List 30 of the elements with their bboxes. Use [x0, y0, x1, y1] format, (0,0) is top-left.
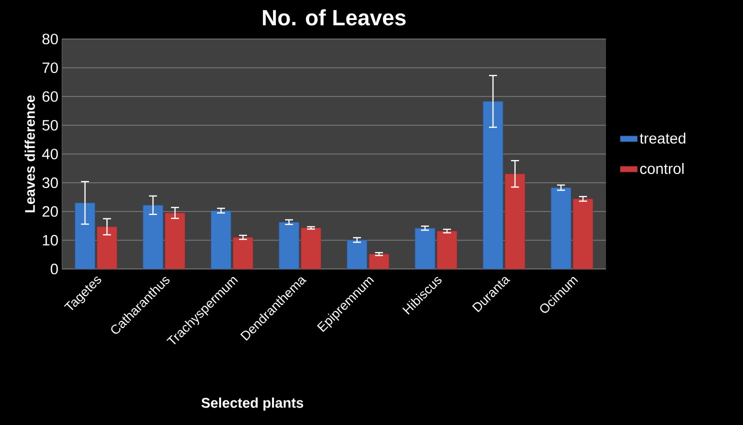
bar	[368, 254, 390, 269]
bar	[96, 226, 118, 269]
bar	[572, 198, 594, 269]
bar	[74, 202, 96, 269]
bar	[550, 187, 572, 269]
bar	[414, 228, 436, 269]
chart-title: No. of Leaves	[262, 9, 406, 26]
bar	[504, 174, 526, 269]
legend-label: control	[640, 163, 684, 174]
y-tick-label: 80	[42, 34, 58, 44]
bar	[232, 237, 254, 269]
y-tick-label: 30	[42, 177, 58, 188]
y-tick-label: 40	[42, 148, 58, 160]
y-tick-label: 60	[42, 91, 58, 102]
y-tick-label: 0	[50, 264, 58, 274]
bar	[436, 230, 458, 269]
y-tick-label: 50	[42, 120, 58, 131]
bar	[210, 210, 232, 269]
bar	[346, 240, 368, 269]
bar	[142, 204, 164, 269]
y-tick-label: 70	[42, 62, 58, 74]
y-tick-label: 20	[42, 206, 58, 217]
y-axis-title: Leaves difference	[24, 95, 35, 212]
bar	[482, 101, 504, 269]
bar	[300, 228, 322, 269]
bar	[278, 222, 300, 269]
x-axis-title: Selected plants	[201, 398, 304, 411]
legend-label: treated	[640, 132, 686, 144]
bar	[164, 212, 186, 269]
y-tick-label: 10	[42, 234, 58, 246]
